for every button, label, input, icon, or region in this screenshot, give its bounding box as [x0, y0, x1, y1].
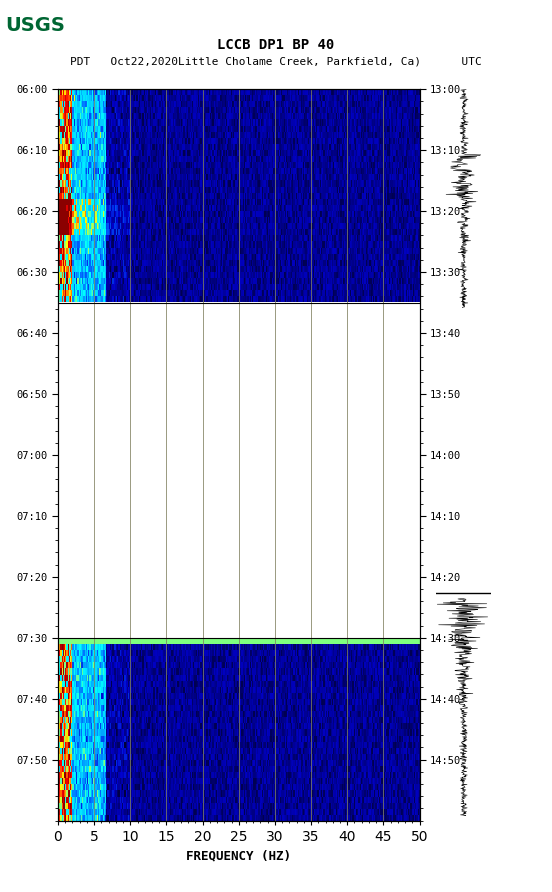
Text: LCCB DP1 BP 40: LCCB DP1 BP 40 [217, 38, 335, 52]
Text: PDT   Oct22,2020Little Cholame Creek, Parkfield, Ca)      UTC: PDT Oct22,2020Little Cholame Creek, Park… [70, 56, 482, 66]
Text: USGS: USGS [6, 16, 65, 35]
X-axis label: FREQUENCY (HZ): FREQUENCY (HZ) [186, 849, 291, 863]
